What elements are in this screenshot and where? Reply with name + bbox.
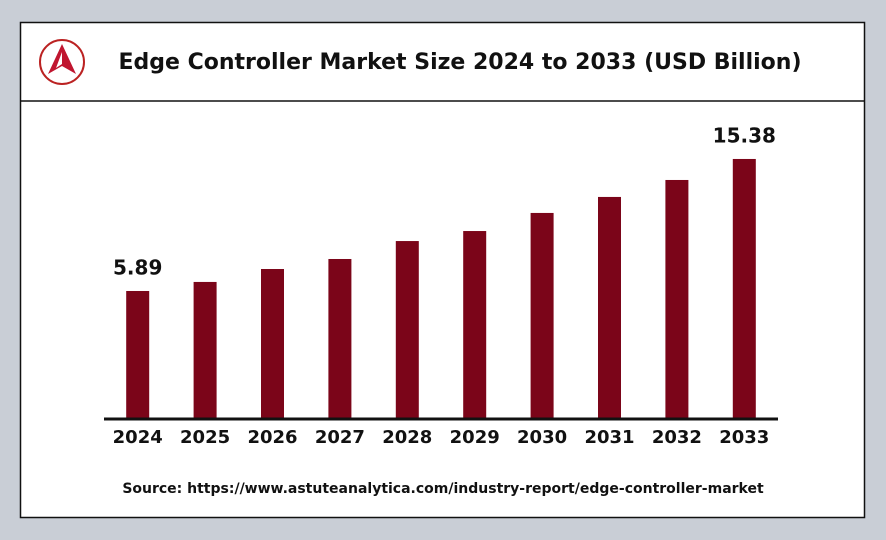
x-tick-label: 2031 bbox=[584, 427, 634, 448]
bar bbox=[530, 212, 554, 418]
x-tick-label: 2029 bbox=[450, 427, 500, 448]
x-tick-label: 2028 bbox=[382, 427, 432, 448]
x-tick-label: 2030 bbox=[517, 427, 567, 448]
panel bbox=[19, 21, 866, 519]
logo bbox=[39, 39, 85, 85]
x-tick-label: 2024 bbox=[113, 427, 163, 448]
bar bbox=[328, 258, 352, 418]
bar bbox=[261, 269, 284, 418]
x-tick-label: 2025 bbox=[180, 427, 230, 448]
bar bbox=[193, 281, 217, 418]
bar bbox=[463, 231, 487, 418]
bar bbox=[598, 196, 621, 418]
x-tick-label: 2033 bbox=[719, 427, 769, 448]
bar bbox=[732, 158, 756, 418]
value-label: 15.38 bbox=[713, 123, 776, 147]
bar bbox=[126, 290, 150, 418]
chart-title: Edge Controller Market Size 2024 to 2033… bbox=[118, 50, 801, 75]
x-tick-label: 2027 bbox=[315, 427, 365, 448]
source: Source: https://www.astuteanalytica.com/… bbox=[122, 481, 764, 497]
x-tick-label: 2026 bbox=[247, 427, 297, 448]
bar bbox=[395, 241, 419, 418]
x-tick-label: 2032 bbox=[652, 427, 702, 448]
value-label: 5.89 bbox=[113, 255, 162, 279]
bar bbox=[665, 179, 689, 418]
